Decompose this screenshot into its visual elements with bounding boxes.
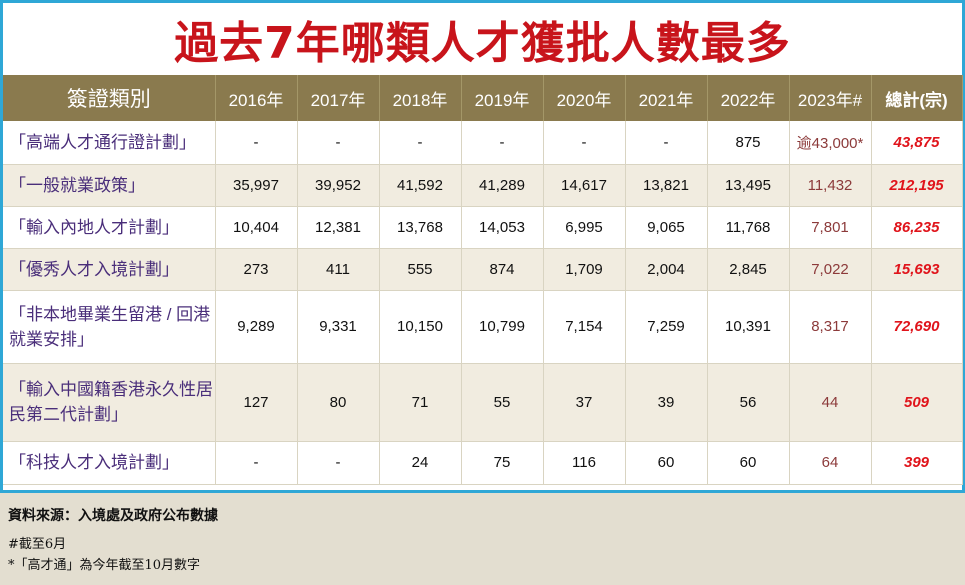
table-row: 「科技人才入境計劃」 - - 24 75 116 60 60 64 399 [3, 441, 963, 485]
header-total: 總計(宗) [871, 75, 963, 121]
row-category: 「一般就業政策」 [3, 164, 216, 207]
cell: 35,997 [215, 164, 298, 207]
cell: 55 [461, 363, 544, 442]
cell: 10,404 [215, 206, 298, 249]
cell: 9,331 [297, 290, 380, 364]
table-row: 「非本地畢業生留港 / 回港就業安排」 9,289 9,331 10,150 1… [3, 290, 963, 364]
cell-2023: 64 [789, 441, 872, 485]
cell: 9,065 [625, 206, 708, 249]
cell: - [215, 121, 298, 165]
page-title: 過去7年哪類人才獲批人數最多 [174, 18, 791, 69]
cell: 555 [379, 248, 462, 291]
cell: 11,768 [707, 206, 790, 249]
header-2019: 2019年 [461, 75, 544, 121]
cell: 7,154 [543, 290, 626, 364]
cell-total: 212,195 [871, 164, 963, 207]
source-note: 資料來源：入境處及政府公布數據 [8, 508, 218, 524]
cell: 874 [461, 248, 544, 291]
cell: 80 [297, 363, 380, 442]
cell: 71 [379, 363, 462, 442]
row-category: 「優秀人才入境計劃」 [3, 248, 216, 291]
row-category: 「高端人才通行證計劃」 [3, 121, 216, 165]
cell: 273 [215, 248, 298, 291]
cell: 411 [297, 248, 380, 291]
cell: 9,289 [215, 290, 298, 364]
cell: 39,952 [297, 164, 380, 207]
cell: - [215, 441, 298, 485]
cell: 41,289 [461, 164, 544, 207]
cell: 14,617 [543, 164, 626, 207]
cell-total: 86,235 [871, 206, 963, 249]
cell: 127 [215, 363, 298, 442]
header-2022: 2022年 [707, 75, 790, 121]
cell: 41,592 [379, 164, 462, 207]
cell: 116 [543, 441, 626, 485]
cell: - [461, 121, 544, 165]
row-category: 「輸入內地人才計劃」 [3, 206, 216, 249]
cell: 13,768 [379, 206, 462, 249]
table-row: 「輸入中國籍香港永久性居民第二代計劃」 127 80 71 55 37 39 5… [3, 363, 963, 442]
header-2021: 2021年 [625, 75, 708, 121]
cell: - [543, 121, 626, 165]
cell: - [625, 121, 708, 165]
footnotes: 資料來源：入境處及政府公布數據 #截至6月 *「高才通」為今年截至10月數字 [8, 505, 218, 576]
cell: 60 [707, 441, 790, 485]
cell: 24 [379, 441, 462, 485]
table-row: 「一般就業政策」 35,997 39,952 41,592 41,289 14,… [3, 164, 963, 207]
cell-total: 509 [871, 363, 963, 442]
header-2023: 2023年# [789, 75, 872, 121]
header-2016: 2016年 [215, 75, 298, 121]
cell-2023: 7,022 [789, 248, 872, 291]
cell: 60 [625, 441, 708, 485]
cell: - [297, 441, 380, 485]
cell: 37 [543, 363, 626, 442]
cell: - [297, 121, 380, 165]
cell: 13,495 [707, 164, 790, 207]
cell-total: 15,693 [871, 248, 963, 291]
table-row: 「優秀人才入境計劃」 273 411 555 874 1,709 2,004 2… [3, 248, 963, 291]
cell: 13,821 [625, 164, 708, 207]
header-2017: 2017年 [297, 75, 380, 121]
cell: 2,845 [707, 248, 790, 291]
cell: 14,053 [461, 206, 544, 249]
footnote-talent-pass: *「高才通」為今年截至10月數字 [8, 558, 201, 573]
cell-2023: 44 [789, 363, 872, 442]
footnote-june: #截至6月 [8, 537, 67, 552]
cell-total: 72,690 [871, 290, 963, 364]
cell: 10,391 [707, 290, 790, 364]
table-header-row: 簽證類別 2016年 2017年 2018年 2019年 2020年 2021年… [3, 75, 963, 121]
cell: - [379, 121, 462, 165]
cell: 12,381 [297, 206, 380, 249]
header-2020: 2020年 [543, 75, 626, 121]
header-category: 簽證類別 [3, 75, 216, 121]
cell-2023: 逾43,000* [789, 121, 872, 165]
cell: 39 [625, 363, 708, 442]
cell: 2,004 [625, 248, 708, 291]
cell: 75 [461, 441, 544, 485]
cell-total: 43,875 [871, 121, 963, 165]
cell: 875 [707, 121, 790, 165]
table-row: 「高端人才通行證計劃」 - - - - - - 875 逾43,000* 43,… [3, 121, 963, 165]
cell: 56 [707, 363, 790, 442]
cell: 10,150 [379, 290, 462, 364]
header-2018: 2018年 [379, 75, 462, 121]
cell: 7,259 [625, 290, 708, 364]
table-row: 「輸入內地人才計劃」 10,404 12,381 13,768 14,053 6… [3, 206, 963, 249]
row-category: 「輸入中國籍香港永久性居民第二代計劃」 [3, 363, 216, 442]
cell-2023: 7,801 [789, 206, 872, 249]
cell: 6,995 [543, 206, 626, 249]
visa-table: 簽證類別 2016年 2017年 2018年 2019年 2020年 2021年… [3, 75, 963, 485]
cell-2023: 11,432 [789, 164, 872, 207]
row-category: 「非本地畢業生留港 / 回港就業安排」 [3, 290, 216, 364]
cell: 10,799 [461, 290, 544, 364]
table-card: 過去7年哪類人才獲批人數最多 簽證類別 2016年 2017年 2018年 20… [0, 0, 965, 493]
row-category: 「科技人才入境計劃」 [3, 441, 216, 485]
cell-total: 399 [871, 441, 963, 485]
cell: 1,709 [543, 248, 626, 291]
cell-2023: 8,317 [789, 290, 872, 364]
